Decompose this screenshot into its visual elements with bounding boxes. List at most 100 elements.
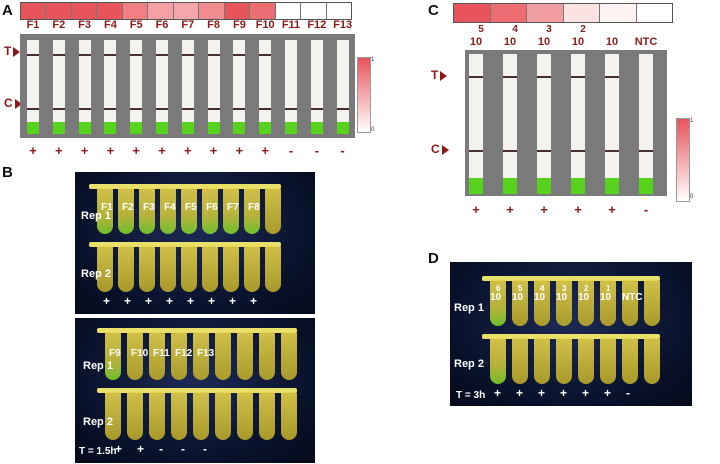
result-symbol: +	[115, 442, 123, 456]
sample-label: F2	[122, 202, 134, 213]
sample-base: NTC	[634, 36, 658, 48]
heatmap-cell	[275, 3, 302, 19]
test-strip	[537, 54, 551, 194]
sample-base: 10	[469, 36, 483, 48]
tube-rack	[97, 388, 297, 393]
test-line	[156, 54, 168, 56]
tube	[193, 392, 209, 440]
result-symbol: +	[472, 202, 480, 217]
tube	[193, 332, 209, 380]
sample-pad	[285, 122, 297, 134]
control-line	[285, 108, 297, 110]
sample-label: F6	[155, 19, 169, 31]
tube	[171, 332, 187, 380]
sample-label: F13	[333, 19, 353, 31]
heatmap-cell	[71, 3, 98, 19]
test-strip	[310, 40, 323, 134]
test-strip	[207, 40, 220, 134]
test-line	[233, 54, 246, 56]
sample-label: F5	[129, 19, 143, 31]
sample-label: F8	[248, 202, 260, 213]
sample-label: F1	[101, 202, 113, 213]
test-strip	[130, 40, 143, 134]
panel-b-label: B	[2, 164, 13, 181]
tube	[237, 332, 253, 380]
panel-c-scale-bottom: 0	[690, 194, 694, 200]
result-symbol: +	[187, 294, 195, 308]
result-symbol: +	[608, 202, 616, 217]
test-strip	[605, 54, 619, 194]
sample-label: F11	[153, 348, 170, 359]
tube	[97, 188, 113, 234]
tube	[244, 246, 260, 292]
heatmap-cell	[326, 3, 352, 19]
sample-pad	[259, 122, 272, 134]
control-line	[27, 108, 39, 110]
test-line	[181, 54, 194, 56]
sample-pad	[156, 122, 168, 134]
tube	[139, 246, 155, 292]
tube	[281, 332, 297, 380]
tube-rack	[89, 242, 281, 247]
sample-exponent: 2	[584, 284, 589, 293]
rep-2-label: Rep 2	[83, 416, 113, 428]
sample-pad	[503, 178, 517, 194]
sample-label: F4	[103, 19, 117, 31]
t-arrow-icon	[440, 70, 448, 81]
test-line	[503, 76, 517, 78]
tube	[237, 392, 253, 440]
sample-pad	[571, 178, 585, 194]
test-strip	[469, 54, 483, 194]
sample-pad	[27, 122, 39, 134]
tube	[215, 392, 231, 440]
control-line	[503, 150, 517, 152]
heatmap-cell	[224, 3, 251, 19]
tube	[622, 280, 638, 326]
sample-pad	[605, 178, 619, 194]
result-symbol: +	[494, 386, 502, 400]
sample-exponent: 4	[512, 24, 518, 35]
test-line	[571, 76, 585, 78]
tube	[578, 338, 594, 384]
tube-rack	[97, 328, 297, 333]
panel-c-scale-top: 1	[690, 118, 694, 124]
result-symbol: -	[643, 202, 649, 217]
tube	[105, 332, 121, 380]
result-symbol: +	[574, 202, 582, 217]
panel-a-scale-bottom: 0	[371, 127, 375, 133]
sample-pad	[78, 122, 91, 134]
result-symbol: +	[80, 143, 89, 158]
test-strip	[285, 40, 297, 134]
sample-base: 10	[605, 36, 619, 48]
result-symbol: -	[314, 143, 319, 158]
tube	[622, 338, 638, 384]
heatmap-cell	[122, 3, 149, 19]
tube	[259, 332, 275, 380]
sample-exponent: 4	[540, 284, 545, 293]
sample-pad	[181, 122, 194, 134]
heatmap-cell	[563, 4, 600, 22]
sample-base: 10	[571, 36, 585, 48]
tube	[600, 280, 616, 326]
panel-c-heatmap	[453, 3, 673, 23]
control-line	[259, 108, 272, 110]
control-line	[78, 108, 91, 110]
result-symbol: +	[516, 386, 524, 400]
c-arrow-icon	[14, 98, 22, 109]
panel-a-color-scale	[357, 57, 371, 133]
test-strip	[156, 40, 168, 134]
heatmap-cell	[199, 3, 225, 19]
sample-label: F1	[26, 19, 40, 31]
control-line	[130, 108, 143, 110]
tube	[512, 280, 528, 326]
heatmap-cell	[21, 3, 47, 19]
tube	[149, 332, 165, 380]
panel-a-scale-top: 1	[371, 57, 375, 63]
tube	[160, 188, 176, 234]
tube	[127, 392, 143, 440]
result-symbol: +	[560, 386, 568, 400]
tube	[149, 392, 165, 440]
result-symbol: +	[29, 143, 37, 158]
result-symbol: +	[55, 143, 63, 158]
sample-label: F7	[227, 202, 239, 213]
